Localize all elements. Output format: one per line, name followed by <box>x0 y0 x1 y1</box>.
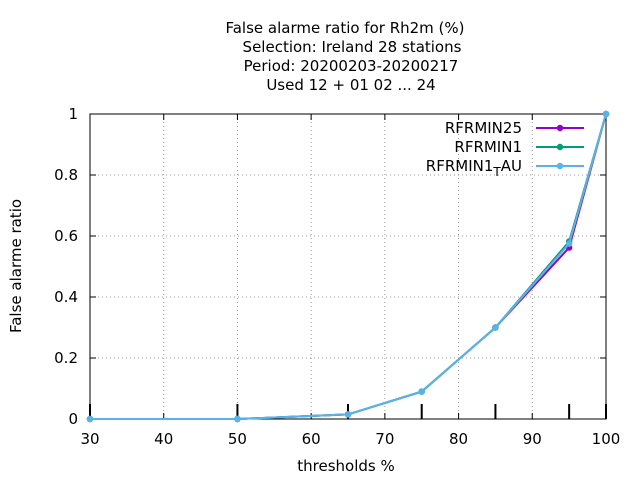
x-axis-label: thresholds % <box>297 457 394 475</box>
x-tick-label: 70 <box>375 430 394 448</box>
x-tick-label: 40 <box>154 430 173 448</box>
y-tick-label: 0 <box>68 410 78 428</box>
series-point-rfrmin1-au <box>344 411 352 418</box>
chart-title-line-4: Used 12 + 01 02 ... 24 <box>266 76 435 94</box>
chart-title-line-2: Selection: Ireland 28 stations <box>243 38 462 56</box>
series-point-rfrmin1-au <box>86 415 94 423</box>
legend-marker-rfrmin1 <box>556 143 564 151</box>
legend-label-rfrmin1-au-tail: AU <box>501 157 522 175</box>
x-tick-label: 30 <box>80 430 99 448</box>
series-point-rfrmin1-au <box>492 324 499 331</box>
legend-label-rfrmin1-au: RFRMIN1TAU <box>426 157 522 179</box>
y-axis-ticks: 0 0.2 0.4 0.6 0.8 1 <box>54 105 606 428</box>
grid <box>90 114 606 419</box>
legend-label-rfrmin1-au-main: RFRMIN1 <box>426 157 494 175</box>
chart-title: False alarme ratio for Rh2m (%) Selectio… <box>225 19 464 94</box>
x-tick-label: 60 <box>302 430 321 448</box>
x-axis-ticks: 30 40 50 60 70 80 90 100 <box>80 114 620 448</box>
x-tick-label: 90 <box>523 430 542 448</box>
series-line-rfrmin1-au <box>90 113 607 420</box>
legend-label-rfrmin25: RFRMIN25 <box>445 119 522 137</box>
series-point-rfrmin1-au <box>234 415 241 423</box>
series-point-rfrmin1-au <box>418 388 425 395</box>
y-tick-label: 0.8 <box>54 166 78 184</box>
legend-label-rfrmin1-au-sub: T <box>492 165 501 179</box>
y-tick-label: 1 <box>68 105 78 123</box>
y-tick-label: 0.4 <box>54 288 78 306</box>
chart-title-line-1: False alarme ratio for Rh2m (%) <box>225 19 464 37</box>
x-tick-label: 80 <box>449 430 468 448</box>
y-tick-label: 0.2 <box>54 349 78 367</box>
legend-marker-rfrmin25 <box>556 124 564 132</box>
legend: RFRMIN25 RFRMIN1 RFRMIN1TAU <box>426 119 584 179</box>
series-line-rfrmin1 <box>90 113 607 420</box>
series-point-rfrmin1-au <box>565 240 573 247</box>
y-tick-label: 0.6 <box>54 227 78 245</box>
series-lines <box>86 110 610 423</box>
y-axis-label: False alarme ratio <box>7 199 25 333</box>
x-tick-label: 50 <box>228 430 247 448</box>
chart-title-line-3: Period: 20200203-20200217 <box>244 57 459 75</box>
plot-frame <box>89 113 607 420</box>
legend-label-rfrmin1: RFRMIN1 <box>454 138 522 156</box>
series-point-rfrmin1-au <box>602 110 610 118</box>
series-line-rfrmin25 <box>90 113 607 420</box>
x-tick-label: 100 <box>592 430 621 448</box>
legend-marker-rfrmin1-au <box>556 162 564 170</box>
